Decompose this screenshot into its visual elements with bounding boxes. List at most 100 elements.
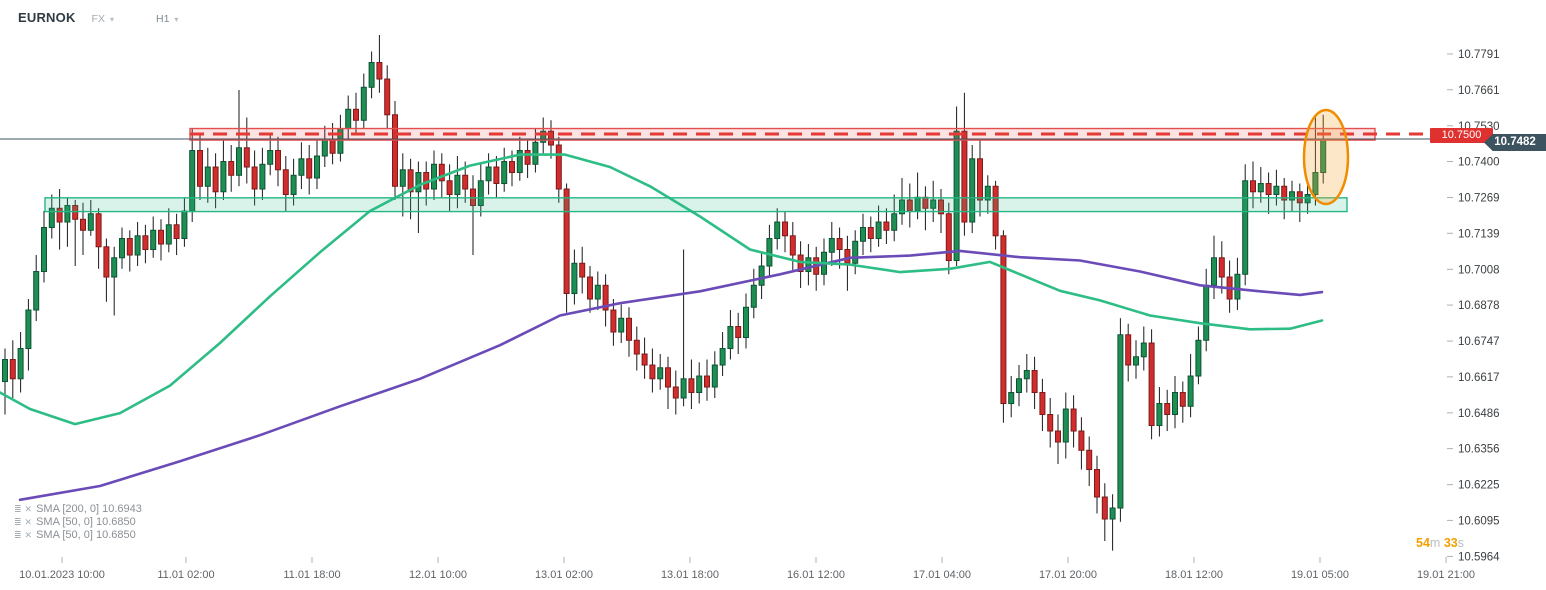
candle-up (750, 284, 757, 308)
candle-down (867, 227, 874, 240)
candle-up (485, 166, 492, 182)
candle-up (969, 158, 976, 223)
candle-down (95, 213, 102, 248)
candle-up (1172, 392, 1178, 416)
candle-up (1289, 191, 1295, 201)
indicator-label: SMA [50, 0] 10.6850 (36, 529, 136, 541)
candle-down (548, 130, 554, 146)
resistance-zone (189, 127, 1376, 141)
indicator-remove-icon[interactable]: ✕ (24, 517, 33, 527)
y-axis-label: 10.7661 (1458, 85, 1500, 97)
candle-up (501, 161, 508, 185)
y-axis-label: 10.6225 (1458, 480, 1500, 492)
candle-up (1156, 403, 1163, 427)
candle-down (1179, 392, 1186, 407)
x-axis-label: 12.01 10:00 (409, 569, 467, 581)
candle-up (657, 367, 664, 380)
highlight-ellipse (1302, 108, 1350, 206)
candle-down (509, 161, 515, 174)
chevron-down-icon: ▾ (109, 15, 114, 24)
candle-up (1312, 172, 1319, 196)
y-axis-label: 10.7400 (1458, 157, 1500, 169)
countdown-seconds: 33 (1443, 536, 1458, 550)
candle-down (407, 169, 414, 193)
last-price-badge: 10.7482 (1484, 134, 1546, 151)
candle-down (1148, 342, 1155, 427)
candle-down (626, 317, 632, 341)
x-axis-label: 16.01 12:00 (787, 569, 845, 581)
x-axis-label: 18.01 12:00 (1165, 569, 1223, 581)
candle-up (415, 172, 422, 193)
candle-down (1101, 496, 1108, 520)
y-axis-label: 10.7791 (1458, 49, 1500, 61)
candle-up (150, 229, 157, 251)
y-axis-label: 10.6747 (1458, 336, 1500, 348)
candle-down (103, 246, 110, 278)
candle-up (766, 238, 773, 267)
candle-down (384, 78, 391, 116)
candle-down (1000, 235, 1007, 405)
chevron-down-icon: ▾ (174, 15, 179, 24)
candle-up (1023, 370, 1030, 380)
legend-row-sma200: ≣ ✕ SMA [200, 0] 10.6943 (14, 503, 142, 515)
candle-down (9, 359, 16, 380)
candle-down (142, 235, 149, 251)
candle-up (875, 221, 882, 240)
candle-down (961, 130, 968, 223)
symbol-label: EURNOK (18, 10, 76, 25)
x-axis-label: 19.01 05:00 (1291, 569, 1349, 581)
indicator-remove-icon[interactable]: ✕ (24, 530, 33, 540)
candle-down (555, 144, 562, 190)
candle-down (945, 213, 952, 262)
market-dropdown[interactable]: FX ▾ (92, 13, 114, 25)
candle-down (688, 378, 695, 394)
x-axis-label: 13.01 18:00 (661, 569, 719, 581)
candle-down (212, 166, 219, 193)
candle-up (399, 169, 406, 187)
candle-down (446, 180, 453, 196)
countdown-minutes-unit: m (1429, 536, 1441, 550)
candle-up (711, 364, 718, 388)
candle-up (290, 174, 297, 196)
x-axis-label: 11.01 18:00 (283, 569, 340, 581)
sma-50-line (0, 153, 1324, 426)
indicator-settings-icon[interactable]: ≣ (14, 504, 22, 514)
candle-up (321, 139, 328, 157)
y-axis-label: 10.7269 (1458, 193, 1500, 205)
candle-down (587, 276, 593, 300)
candle-down (704, 375, 710, 388)
candle-down (56, 207, 63, 223)
candle-up (64, 205, 71, 223)
timeframe-dropdown[interactable]: H1 ▾ (156, 13, 178, 25)
chart-header: EURNOK FX ▾ H1 ▾ (18, 10, 178, 25)
x-axis-label: 10.01.2023 10:00 (19, 569, 105, 581)
indicator-settings-icon[interactable]: ≣ (14, 517, 22, 527)
candle-up (267, 150, 274, 165)
y-axis-label: 10.7139 (1458, 228, 1500, 240)
indicator-remove-icon[interactable]: ✕ (24, 504, 33, 514)
candle-up (181, 210, 188, 240)
market-label: FX (91, 13, 105, 25)
candle-down (251, 166, 258, 190)
candle-up (719, 348, 726, 366)
candle-up (618, 317, 625, 333)
legend-row-sma50-b: ≣ ✕ SMA [50, 0] 10.6850 (14, 529, 142, 541)
support-zone (44, 197, 1348, 213)
candle-up (1109, 507, 1116, 520)
candle-up (298, 158, 305, 176)
candle-down (789, 235, 796, 256)
candle-up (1211, 257, 1217, 286)
candle-up (571, 262, 578, 295)
candle-up (1133, 356, 1139, 366)
indicator-label: SMA [50, 0] 10.6850 (36, 516, 136, 528)
candle-down (228, 161, 235, 176)
candle-up (1117, 334, 1124, 509)
candle-up (1242, 180, 1249, 275)
candle-down (1265, 183, 1272, 196)
candle-down (633, 339, 640, 355)
indicator-settings-icon[interactable]: ≣ (14, 530, 22, 540)
candle-down (80, 218, 86, 231)
candle-up (360, 86, 367, 121)
